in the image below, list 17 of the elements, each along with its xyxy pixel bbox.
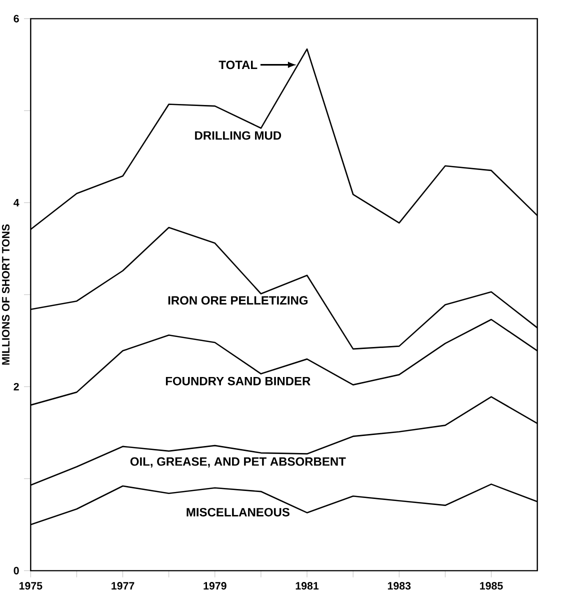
y-tick-label: 4 (14, 199, 20, 206)
y-tick-label: 2 (14, 382, 20, 390)
y-axis-title: MILLIONS OF SHORT TONS (2, 224, 10, 365)
y-tick-label: 6 (14, 14, 20, 22)
x-tick-label: 1977 (112, 582, 134, 590)
series-label: MISCELLANEOUS (186, 508, 290, 516)
series-label: DRILLING MUD (195, 131, 282, 140)
x-tick-label: 1979 (204, 582, 227, 590)
series-label: OIL, GREASE, AND PET ABSORBENT (130, 457, 346, 468)
x-tick-label: 1983 (388, 582, 411, 590)
series-label: FOUNDRY SAND BINDER (166, 376, 311, 386)
x-tick-label: 1975 (20, 582, 42, 590)
series-label: IRON ORE PELLETIZING (168, 296, 308, 305)
y-tick-label: 0 (14, 566, 20, 574)
x-tick-label: 1985 (480, 582, 503, 590)
x-tick-label: 1981 (296, 582, 319, 590)
annotation: TOTAL (218, 60, 258, 70)
